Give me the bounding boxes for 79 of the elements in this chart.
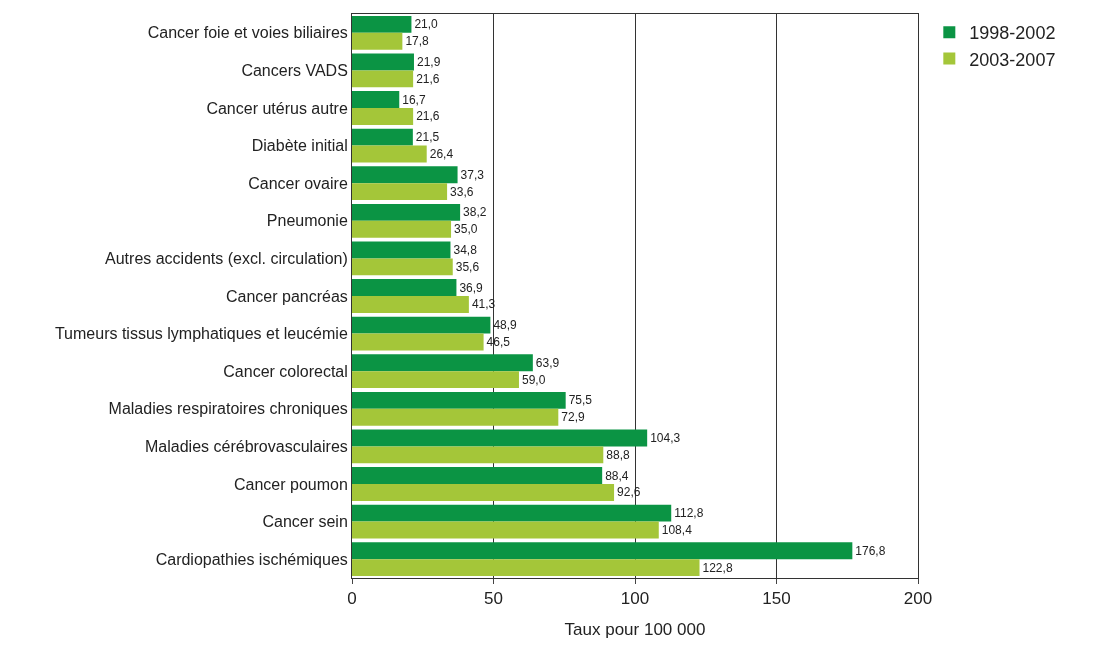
bar	[352, 91, 400, 108]
data-label: 176,8	[855, 543, 886, 558]
data-label: 21,6	[416, 71, 440, 86]
bar	[352, 316, 491, 334]
data-label: 38,2	[463, 205, 487, 220]
bar	[352, 333, 484, 351]
bar	[352, 354, 533, 372]
bar	[352, 203, 461, 221]
data-label: 21,5	[415, 130, 440, 145]
bar	[352, 467, 603, 484]
y-tick-label: Maladies cérébrovasculaires	[145, 438, 348, 455]
y-tick-label: Cancer foie et voies biliaires	[147, 24, 348, 42]
legend-label: 1998-2002	[969, 23, 1056, 44]
bar	[352, 429, 648, 447]
bar	[352, 166, 458, 184]
bar	[352, 371, 519, 389]
data-label: 88,4	[605, 468, 629, 483]
data-label: 16,7	[402, 92, 426, 107]
data-label: 122,8	[702, 560, 733, 575]
x-axis-title: Taux pour 100 000	[564, 619, 706, 639]
data-label: 21,0	[414, 17, 439, 32]
bar	[352, 220, 452, 238]
bar	[352, 108, 414, 125]
data-label: 108,4	[661, 523, 693, 538]
x-tick-label: 200	[903, 589, 933, 609]
bar	[352, 408, 559, 426]
bar	[352, 391, 566, 409]
y-tick-label: Cancers VADS	[241, 62, 348, 79]
data-label: 75,5	[568, 393, 593, 408]
bar	[352, 504, 672, 522]
y-tick-label: Cardiopathies ischémiques	[155, 550, 348, 568]
data-label: 21,6	[416, 109, 440, 124]
bar	[352, 446, 604, 464]
bar	[352, 258, 453, 276]
data-label: 63,9	[535, 355, 560, 370]
y-tick-label: Autres accidents (excl. circulation)	[105, 250, 348, 267]
x-tick-label: 50	[484, 589, 503, 609]
bar	[352, 183, 448, 201]
data-label: 59,0	[521, 372, 546, 387]
y-tick-label: Cancer sein	[262, 513, 348, 531]
data-label: 35,6	[455, 259, 480, 274]
bar	[352, 70, 414, 88]
x-tick-label: 100	[620, 589, 650, 609]
data-label: 36,9	[459, 280, 484, 295]
bar	[352, 559, 700, 577]
bar	[352, 128, 413, 146]
data-label: 104,3	[650, 430, 681, 445]
y-tick-label: Cancer utérus autre	[206, 99, 348, 117]
bar	[352, 241, 451, 259]
bar	[352, 296, 469, 313]
bar	[352, 15, 412, 33]
bar	[352, 53, 414, 71]
legend-label: 2003-2007	[969, 49, 1056, 70]
y-tick-label: Cancer pancréas	[225, 287, 348, 305]
data-label: 33,6	[450, 184, 474, 199]
y-tick-label: Cancer ovaire	[248, 174, 348, 192]
x-tick-label: 0	[347, 589, 357, 609]
y-tick-label: Tumeurs tissus lymphatiques et leucémie	[54, 325, 348, 343]
bar	[352, 32, 403, 50]
bar	[352, 542, 853, 560]
y-tick-label: Cancer colorectal	[223, 362, 348, 380]
data-label: 88,8	[606, 447, 630, 462]
data-label: 112,8	[674, 506, 704, 521]
bar	[352, 145, 427, 163]
data-label: 35,0	[454, 222, 478, 237]
bar	[352, 521, 659, 539]
x-tick-label: 150	[762, 589, 791, 609]
data-label: 21,9	[416, 54, 441, 69]
bar	[352, 484, 615, 501]
data-label: 72,9	[561, 410, 585, 425]
data-label: 17,8	[405, 34, 430, 49]
y-tick-label: Diabète initial	[251, 137, 348, 155]
data-label: 26,4	[429, 147, 454, 162]
y-tick-label: Maladies respiratoires chroniques	[108, 400, 348, 418]
y-tick-label: Pneumonie	[266, 212, 348, 230]
data-label: 37,3	[460, 167, 485, 182]
data-label: 34,8	[453, 242, 478, 257]
bar	[352, 279, 457, 296]
y-tick-label: Cancer poumon	[233, 475, 348, 493]
